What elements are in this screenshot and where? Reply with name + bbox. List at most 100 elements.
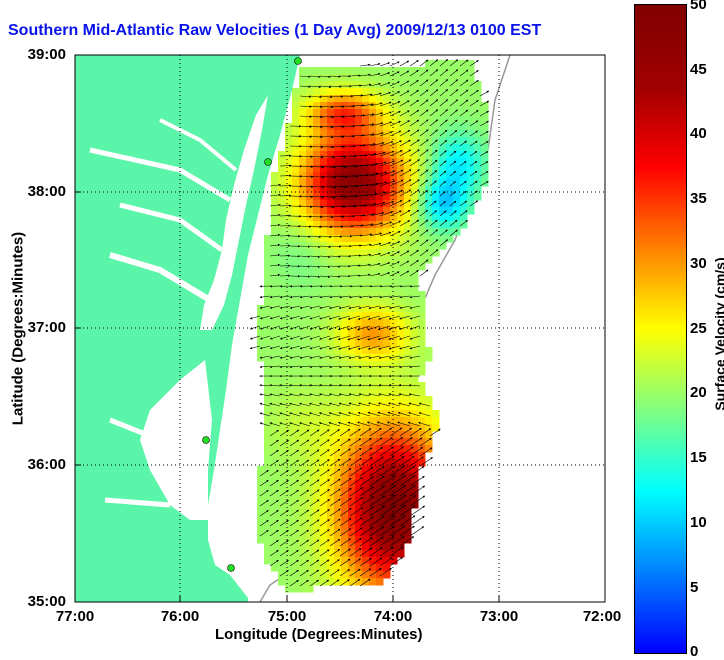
field-cell [348,326,356,334]
field-cell [299,494,307,502]
field-cell [474,151,482,159]
field-cell [418,172,426,180]
field-cell [425,228,433,236]
field-cell [425,137,433,145]
field-cell [334,543,342,551]
field-cell [285,158,293,166]
field-cell [292,522,300,530]
field-cell [355,144,363,152]
field-cell [327,228,335,236]
field-cell [278,550,286,558]
field-cell [446,67,454,75]
field-cell [467,88,475,96]
field-cell [418,347,426,355]
field-cell [271,466,279,474]
field-cell [313,368,321,376]
field-cell [397,137,405,145]
field-cell [313,438,321,446]
field-cell [383,256,391,264]
field-cell [439,221,447,229]
field-cell [425,256,433,264]
field-cell [271,298,279,306]
field-cell [313,137,321,145]
field-cell [355,270,363,278]
field-cell [327,508,335,516]
field-cell [285,200,293,208]
field-cell [320,333,328,341]
field-cell [348,193,356,201]
field-cell [292,452,300,460]
field-cell [390,256,398,264]
field-cell [271,186,279,194]
field-cell [390,200,398,208]
field-cell [418,396,426,404]
field-cell [362,228,370,236]
field-cell [390,319,398,327]
field-cell [369,270,377,278]
field-cell [390,361,398,369]
field-cell [313,242,321,250]
field-cell [320,571,328,579]
field-cell [460,158,468,166]
field-cell [313,74,321,82]
field-cell [439,116,447,124]
field-cell [341,74,349,82]
field-cell [453,130,461,138]
field-cell [355,480,363,488]
field-cell [348,158,356,166]
field-cell [327,81,335,89]
title-overlap [600,16,636,42]
field-cell [481,130,489,138]
field-cell [467,144,475,152]
field-cell [327,298,335,306]
field-cell [362,158,370,166]
field-cell [348,557,356,565]
field-cell [467,165,475,173]
x-tick-label: 72:00 [572,608,632,625]
field-cell [390,543,398,551]
field-cell [348,319,356,327]
field-cell [285,452,293,460]
field-cell [453,228,461,236]
field-cell [264,263,272,271]
field-cell [292,88,300,96]
field-cell [313,291,321,299]
field-cell [481,179,489,187]
field-cell [474,81,482,89]
field-cell [313,466,321,474]
field-cell [306,571,314,579]
field-cell [432,123,440,131]
field-cell [383,438,391,446]
field-cell [313,228,321,236]
x-tick-label: 74:00 [363,608,423,625]
field-cell [418,291,426,299]
field-cell [285,333,293,341]
field-cell [285,536,293,544]
field-cell [446,207,454,215]
field-cell [418,263,426,271]
field-cell [341,291,349,299]
field-cell [327,277,335,285]
field-cell [404,74,412,82]
field-cell [432,151,440,159]
field-cell [474,137,482,145]
field-cell [271,543,279,551]
field-cell [292,193,300,201]
field-cell [390,270,398,278]
field-cell [348,151,356,159]
field-cell [404,361,412,369]
field-cell [383,95,391,103]
field-cell [369,333,377,341]
field-cell [320,137,328,145]
field-cell [383,123,391,131]
field-cell [348,368,356,376]
field-cell [278,480,286,488]
field-cell [355,67,363,75]
field-cell [383,214,391,222]
field-cell [418,102,426,110]
field-cell [320,361,328,369]
field-cell [446,95,454,103]
field-cell [334,298,342,306]
field-cell [285,396,293,404]
field-cell [327,368,335,376]
